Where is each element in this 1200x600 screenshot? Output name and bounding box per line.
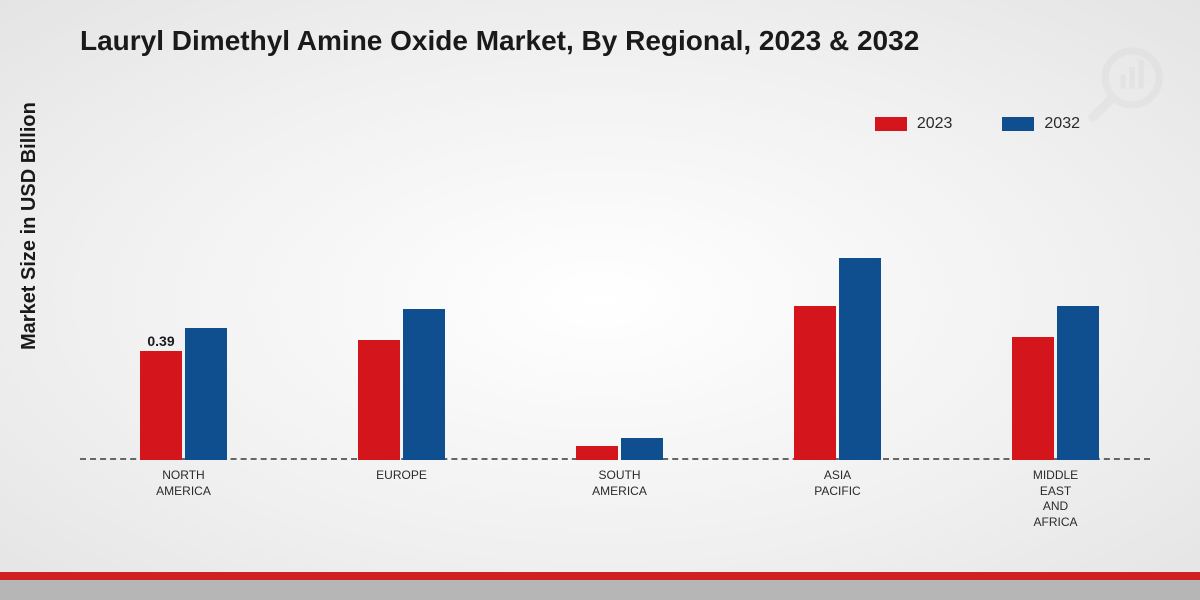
bar-2023: 0.39 [140,351,182,460]
x-axis-category-label: ASIA PACIFIC [814,468,860,499]
legend-item-2023: 2023 [875,115,953,133]
bottom-red-line [0,572,1200,580]
bar-group: 0.39 [140,328,227,460]
bar-group [1012,306,1099,460]
bar-2023 [1012,337,1054,460]
bar-group [358,309,445,460]
bar-2032 [1057,306,1099,460]
legend: 2023 2032 [875,115,1080,133]
plot-area: 0.39 [80,180,1150,460]
y-axis-label: Market Size in USD Billion [18,102,41,350]
bar-2023 [358,340,400,460]
bar-2032 [839,258,881,460]
x-axis-category-label: MIDDLE EAST AND AFRICA [1033,468,1078,530]
bar-group [576,438,663,460]
legend-swatch-2023 [875,117,907,131]
legend-label-2032: 2032 [1044,115,1080,133]
bar-2032 [185,328,227,460]
bar-2023 [794,306,836,460]
bar-group [794,258,881,460]
bar-2032 [621,438,663,460]
bar-2032 [403,309,445,460]
bar-2023 [576,446,618,460]
x-axis-category-label: SOUTH AMERICA [592,468,647,499]
bottom-bar [0,572,1200,600]
watermark-logo-icon [1080,40,1170,130]
bar-value-label: 0.39 [147,333,174,349]
legend-item-2032: 2032 [1002,115,1080,133]
x-axis-category-label: NORTH AMERICA [156,468,211,499]
legend-label-2023: 2023 [917,115,953,133]
x-axis-category-label: EUROPE [376,468,427,484]
bottom-grey-fill [0,580,1200,600]
chart-title: Lauryl Dimethyl Amine Oxide Market, By R… [80,25,919,57]
legend-swatch-2032 [1002,117,1034,131]
